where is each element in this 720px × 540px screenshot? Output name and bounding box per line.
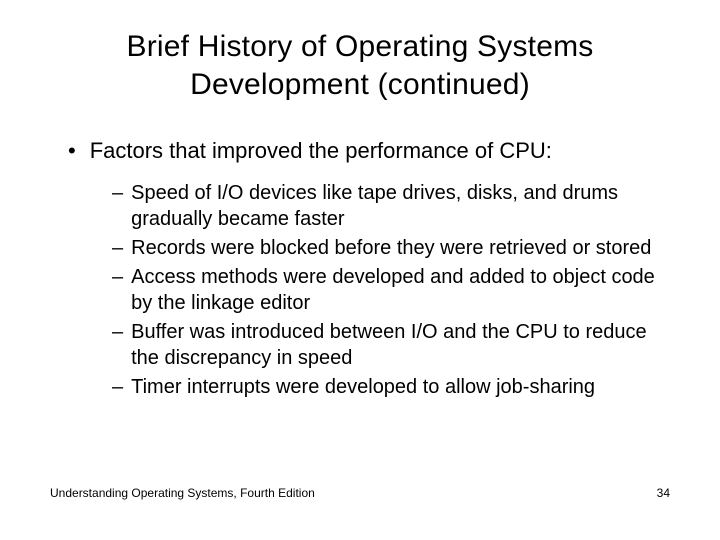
bullet-marker-dash-icon: – <box>112 180 123 232</box>
bullet-text: Buffer was introduced between I/O and th… <box>131 319 660 371</box>
bullet-level-2: – Access methods were developed and adde… <box>112 264 660 316</box>
bullet-text: Access methods were developed and added … <box>131 264 660 316</box>
bullet-marker-dash-icon: – <box>112 319 123 371</box>
title-line-2: Development (continued) <box>190 68 530 101</box>
slide-title: Brief History of Operating Systems Devel… <box>50 28 670 103</box>
footer-source: Understanding Operating Systems, Fourth … <box>50 486 315 500</box>
bullet-text: Factors that improved the performance of… <box>90 137 552 166</box>
bullet-text: Speed of I/O devices like tape drives, d… <box>131 180 660 232</box>
bullet-text: Timer interrupts were developed to allow… <box>131 374 595 400</box>
title-line-1: Brief History of Operating Systems <box>127 30 594 63</box>
bullet-level-2: – Speed of I/O devices like tape drives,… <box>112 180 660 232</box>
slide-footer: Understanding Operating Systems, Fourth … <box>50 486 670 500</box>
bullet-marker-dash-icon: – <box>112 235 123 261</box>
page-number: 34 <box>657 486 670 500</box>
bullet-marker-dot-icon: • <box>68 137 76 166</box>
bullet-level-1: • Factors that improved the performance … <box>68 137 670 166</box>
bullet-marker-dash-icon: – <box>112 374 123 400</box>
bullet-text: Records were blocked before they were re… <box>131 235 651 261</box>
bullet-level-2: – Buffer was introduced between I/O and … <box>112 319 660 371</box>
bullet-level-2: – Timer interrupts were developed to all… <box>112 374 660 400</box>
bullet-level-2: – Records were blocked before they were … <box>112 235 660 261</box>
bullet-marker-dash-icon: – <box>112 264 123 316</box>
